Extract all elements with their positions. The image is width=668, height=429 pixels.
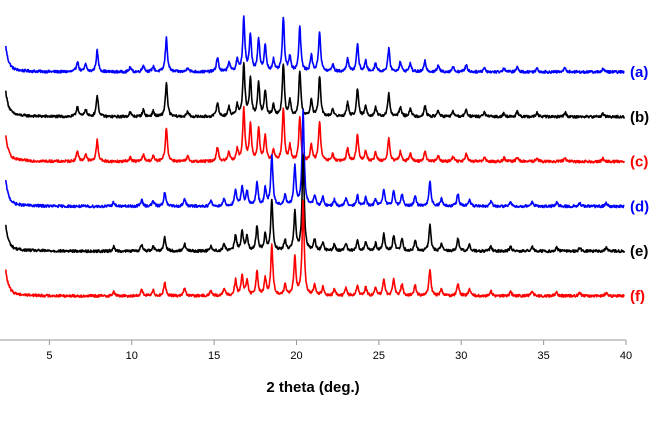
- x-axis-title: 2 theta (deg.): [266, 379, 359, 396]
- series-line: [5, 199, 625, 299]
- series-line: [5, 15, 625, 75]
- series-line: [5, 105, 626, 164]
- series-line: [5, 154, 626, 254]
- series-label: (b): [630, 109, 649, 126]
- x-tick-label: 20: [290, 350, 302, 362]
- x-tick-label: 40: [620, 350, 632, 362]
- series-label: (f): [630, 288, 645, 305]
- series-label: (a): [630, 64, 648, 81]
- x-tick-label: 30: [455, 350, 467, 362]
- series-label: (d): [630, 198, 649, 215]
- x-tick-label: 10: [126, 350, 138, 362]
- series-label-layer: (a) (b) (c) (d) (e) (f): [630, 64, 649, 305]
- x-tick-label: 25: [373, 350, 385, 362]
- series-label: (e): [630, 243, 648, 260]
- x-tick-label: 5: [46, 350, 52, 362]
- series-line: [5, 109, 625, 209]
- x-tick-label: 15: [208, 350, 220, 362]
- series-layer: [5, 15, 626, 299]
- x-tick-layer: 5 10 15 20 25 30 35 40: [46, 340, 632, 362]
- series-line: [5, 61, 626, 119]
- x-tick-label: 35: [538, 350, 550, 362]
- series-label: (c): [630, 154, 648, 171]
